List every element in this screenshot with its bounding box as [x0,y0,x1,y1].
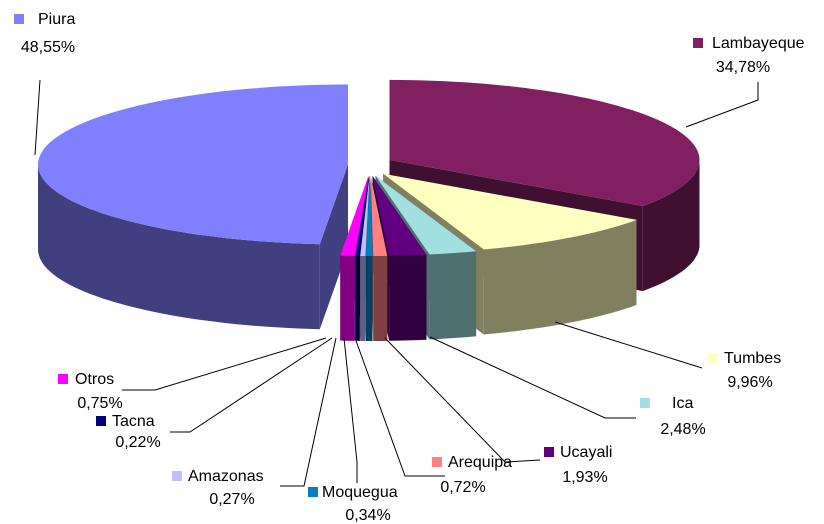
slice-top [370,176,388,256]
leader-line [170,337,333,433]
slice-wall [389,254,427,341]
slice-value-label: 0,27% [209,491,254,508]
legend-swatch [58,374,68,384]
leader-line [685,82,759,128]
slice-top [355,176,370,256]
slice-value-label: 9,96% [727,374,772,391]
slice-wall [340,255,355,341]
slice-value-label: 48,55% [21,39,75,56]
slice-value-label: 0,72% [440,479,485,496]
slice-name: Piura [38,11,75,28]
slice-name: Otros [75,371,114,388]
slice-top [340,176,369,256]
leader-line [280,337,337,487]
slice-wall [355,255,360,341]
slice-name: Ica [672,395,693,412]
slice-value-label: 0,34% [345,507,390,524]
slice-wall [642,159,700,292]
slice-top [383,173,637,250]
slice-wall [373,255,388,341]
slice-top [375,175,477,255]
leader-line [122,337,327,391]
slice-name: Moquegua [322,484,398,501]
leader-line [554,321,703,369]
slice-top [365,176,373,256]
legend-swatch [96,416,106,426]
legend-swatch [693,38,703,48]
slice-value-label: 1,93% [562,469,607,486]
slice-name: Lambayeque [712,35,805,52]
slice-wall [360,256,366,341]
slice-value-label: 34,78% [716,59,770,76]
legend-swatch [640,398,650,408]
slice-side [319,164,348,330]
slice-wall [483,219,637,335]
leader-line [354,337,445,477]
legend-swatch [708,353,718,363]
leader-line [384,337,541,463]
legend-swatch [544,447,554,457]
slice-top [372,175,427,256]
slice-wall [38,164,320,330]
slice-top [38,84,348,245]
slice-value-label: 0,22% [115,434,160,451]
slice-wall [429,251,477,340]
legend-swatch [172,471,182,481]
slice-name: Tacna [112,413,155,430]
pie-slice [38,84,348,330]
slice-top [389,79,700,207]
slice-name: Amazonas [188,468,264,485]
pie-slice [365,176,373,341]
legend-swatch [308,487,318,497]
slice-value-label: 0,75% [77,395,122,412]
slice-name: Ucayali [560,444,612,461]
legend-swatch [432,457,442,467]
leader-line [34,79,41,156]
slice-wall [365,256,373,341]
legend-swatch [14,14,24,24]
leader-line [343,337,358,483]
slice-value-label: 2,48% [660,421,705,438]
leader-line [429,336,636,419]
slice-top [360,176,370,256]
slice-name: Arequipa [448,454,512,471]
slice-name: Tumbes [724,350,781,367]
